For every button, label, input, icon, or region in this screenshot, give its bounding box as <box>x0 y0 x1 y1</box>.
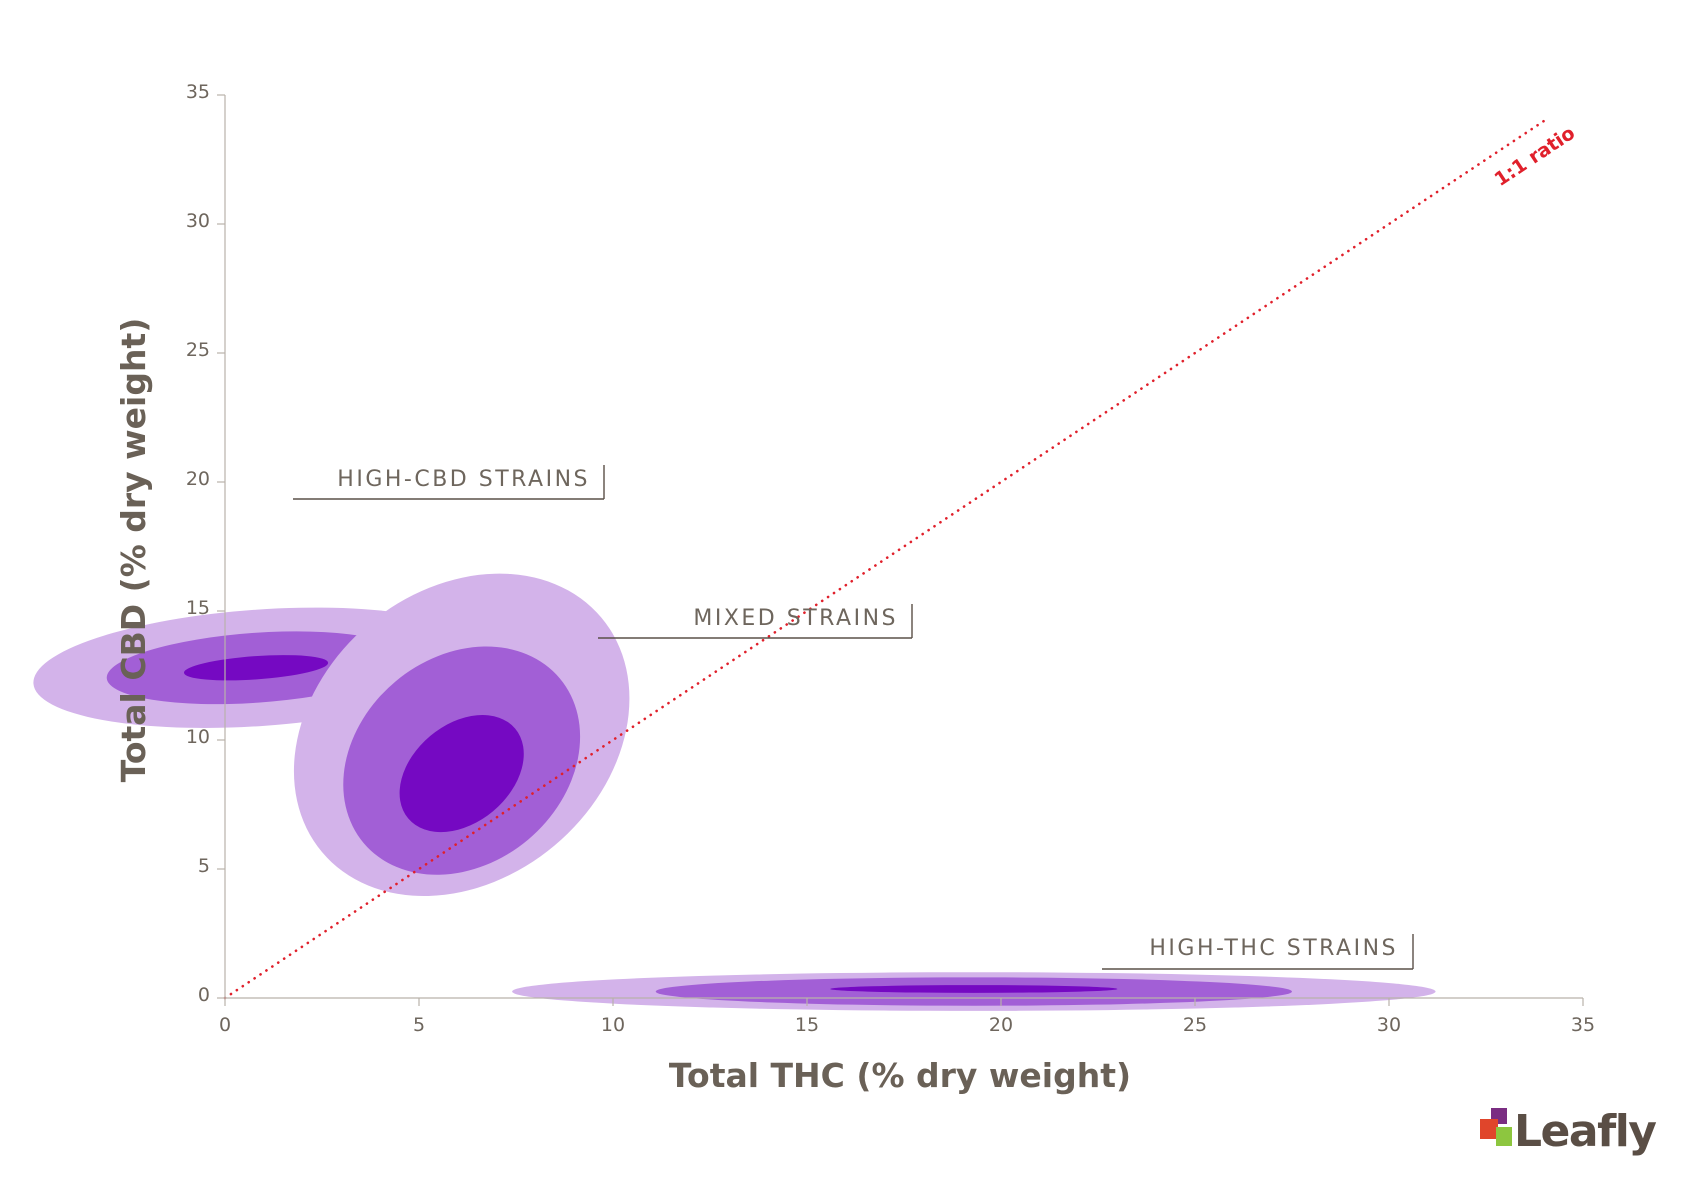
y-tick-label: 15 <box>186 597 210 619</box>
y-tick-label: 10 <box>186 726 210 748</box>
cluster-label: HIGH-THC STRAINS <box>1149 936 1398 961</box>
cluster-label: MIXED STRAINS <box>693 606 898 631</box>
cluster-label-group: HIGH-THC STRAINS <box>1102 934 1414 970</box>
y-axis-title: Total CBD (% dry weight) <box>114 318 153 783</box>
x-axis-title: Total THC (% dry weight) <box>669 1056 1131 1095</box>
cluster-contours <box>293 573 630 897</box>
x-tick-label: 10 <box>601 1014 625 1036</box>
tick-layer: 0 5 10 15 20 25 30 35 0 5 10 15 20 25 30 35 <box>186 81 1595 1036</box>
contour-inner <box>830 985 1118 993</box>
x-tick-label: 0 <box>219 1014 231 1036</box>
x-tick-label: 35 <box>1571 1014 1595 1036</box>
contour-layer <box>33 573 1436 1011</box>
x-tick-label: 20 <box>989 1014 1013 1036</box>
logo-wordmark: Leafly <box>1514 1106 1656 1157</box>
y-tick-label: 25 <box>186 339 210 361</box>
y-tick-label: 5 <box>198 855 210 877</box>
ratio-line <box>223 119 1546 1000</box>
logo-red-square <box>1480 1119 1498 1139</box>
y-tick-label: 35 <box>186 81 210 103</box>
cluster-label-layer: HIGH-CBD STRAINS MIXED STRAINS HIGH-THC ST… <box>293 465 1414 970</box>
y-tick-label: 0 <box>198 984 210 1006</box>
ratio-line-label: 1:1 ratio <box>1491 122 1579 191</box>
contour-inner <box>183 655 329 681</box>
cluster-label: HIGH-CBD STRAINS <box>337 467 590 492</box>
logo-green-square <box>1496 1127 1512 1146</box>
x-tick-label: 30 <box>1377 1014 1401 1036</box>
x-tick-label: 25 <box>1183 1014 1207 1036</box>
cluster-label-group: HIGH-CBD STRAINS <box>293 465 605 500</box>
contour-inner <box>399 715 524 833</box>
cluster-label-group: MIXED STRAINS <box>598 604 913 639</box>
axes-layer <box>224 95 1583 999</box>
x-tick-label: 5 <box>413 1014 425 1036</box>
x-tick-label: 15 <box>795 1014 819 1036</box>
cluster-contours <box>512 972 1436 1011</box>
y-tick-label: 20 <box>186 468 210 490</box>
leafly-logo: Leafly <box>1480 1106 1658 1157</box>
y-tick-label: 30 <box>186 210 210 232</box>
